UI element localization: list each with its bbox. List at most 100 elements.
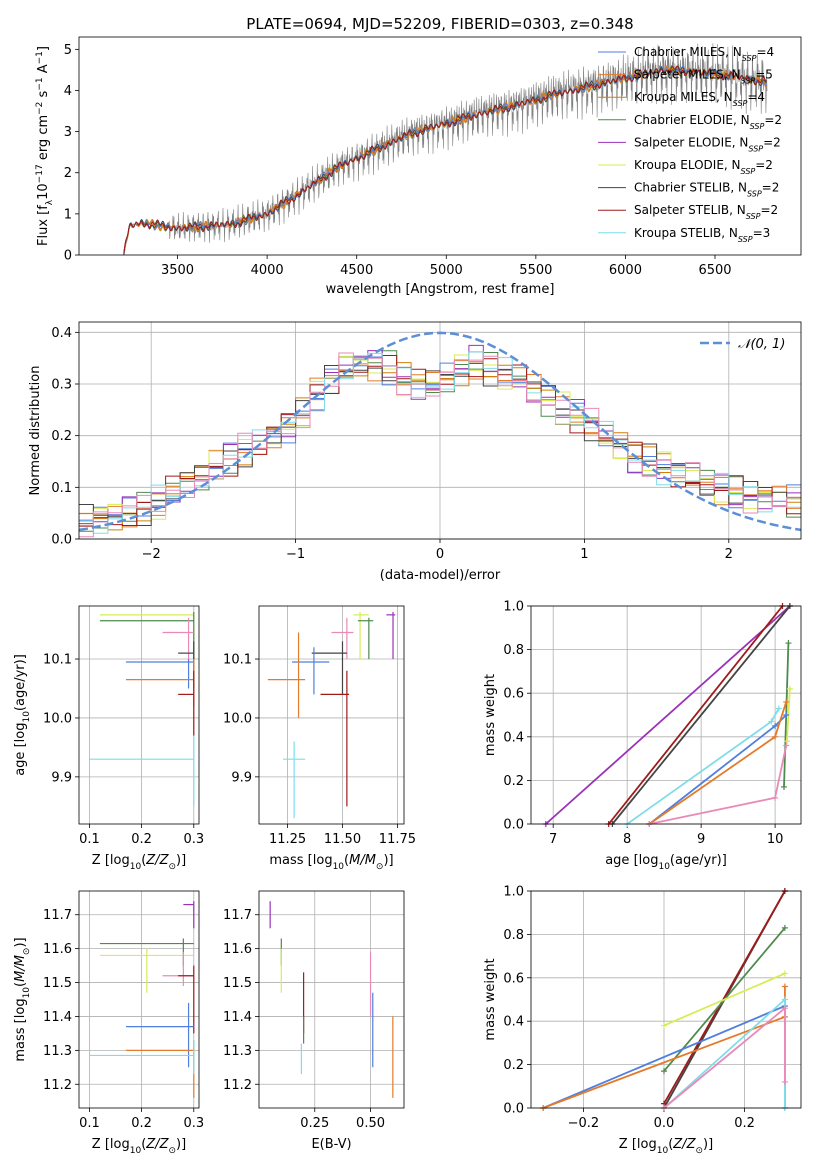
y-tick-label: 0.2 — [51, 429, 72, 444]
y-tick-label: 0.0 — [503, 1102, 524, 1117]
x-tick-label: 2 — [725, 547, 733, 562]
legend-entry: Salpeter ELODIE, NSSP=2 — [634, 135, 781, 153]
y-tick-label: 1.0 — [503, 600, 524, 615]
series-line-kroupa_stelib — [626, 708, 780, 825]
y-tick-label: 5 — [64, 43, 72, 58]
legend-name: Chabrier STELIB, N — [634, 181, 747, 195]
legend-n: =2 — [760, 203, 778, 217]
legend-entry: Chabrier STELIB, NSSP=2 — [634, 181, 779, 199]
legend-n: =3 — [753, 226, 771, 240]
errorbar-point — [162, 952, 194, 986]
y-tick-label: 9.9 — [231, 770, 252, 785]
errorbar-point — [320, 670, 350, 807]
errorbar-point — [89, 735, 195, 807]
legend-sub: SSP — [738, 234, 753, 243]
y-tick-label: 11.4 — [223, 1010, 252, 1025]
y-tick-label: 11.4 — [43, 1010, 72, 1025]
y-tick-label: 4 — [64, 84, 72, 99]
errorbar-point — [99, 611, 195, 660]
x-tick-label: 5500 — [519, 263, 552, 278]
legend-name: Salpeter STELIB, N — [634, 203, 746, 217]
legend-entry: Chabrier MILES, NSSP=4 — [634, 45, 774, 63]
x-tick-label: 0.0 — [654, 1116, 675, 1131]
y-tick-label: 0.1 — [51, 481, 72, 496]
legend-sub: SSP — [733, 99, 748, 108]
x-axis-label: Z [log10(Z/Z⊙)] — [92, 1137, 186, 1156]
x-tick-label: 11.50 — [324, 832, 361, 847]
residuals-frame — [78, 321, 802, 540]
y-tick-label: 0.6 — [503, 687, 524, 702]
y-tick-label: 10.1 — [223, 653, 252, 668]
mw_vs_Z-frame — [530, 890, 802, 1109]
legend-entry: Salpeter MILES, NSSP=5 — [634, 68, 773, 86]
series-marker — [781, 983, 788, 990]
y-tick-label: 0.0 — [51, 533, 72, 548]
series-line-chabrier_miles — [648, 714, 787, 825]
legend-sub: SSP — [741, 76, 756, 85]
y-tick-label: 0.8 — [503, 643, 524, 658]
residuals-axes: −2 −1 0 1 2 0.0 0.1 0.2 0.3 0.4 𝒩(0, 1) (data-model… — [28, 322, 802, 583]
legend-n: =5 — [755, 68, 773, 82]
y-axis-label: Flux [fλ10−17 erg cm−2 s−1 A−1] — [35, 46, 55, 246]
x-axis-label: wavelength [Angstrom, rest frame] — [326, 282, 555, 297]
errorbar-point — [162, 617, 194, 660]
errorbar-point — [125, 1002, 194, 1068]
legend-n: =2 — [763, 135, 781, 149]
series-marker — [780, 783, 787, 790]
series-marker — [660, 1068, 667, 1075]
x-tick-label: 0.3 — [183, 1116, 204, 1131]
legend-name: Chabrier ELODIE, N — [634, 113, 750, 127]
legend-n: =4 — [747, 90, 765, 104]
x-tick-label: 4000 — [251, 263, 284, 278]
series-line-pink — [663, 1006, 786, 1109]
errorbar-point — [125, 1040, 195, 1098]
y-tick-label: 11.2 — [43, 1078, 72, 1093]
y-tick-label: 11.6 — [43, 942, 72, 957]
y-tick-label: 0.2 — [503, 1058, 524, 1073]
series-line-pink — [649, 745, 788, 825]
errorbar-point — [183, 901, 195, 929]
errorbar-point — [125, 659, 195, 707]
y-tick-label: 10.0 — [43, 711, 72, 726]
y-tick-label: 0.6 — [503, 971, 524, 986]
y-tick-label: 11.7 — [223, 908, 252, 923]
series-marker — [783, 698, 790, 705]
mass_vs_Z-frame — [78, 890, 200, 1109]
y-tick-label: 0.4 — [503, 730, 524, 745]
errorbar-point — [178, 641, 195, 689]
x-tick-label: 11.25 — [269, 832, 306, 847]
age_vs_Z-axes: 0.1 0.2 0.3 9.9 10.0 10.1 Z [log10(Z/Z⊙)] age [… — [13, 606, 204, 872]
x-tick-label: 4500 — [340, 263, 373, 278]
y-tick-label: 3 — [64, 125, 72, 140]
y-tick-label: 11.3 — [43, 1044, 72, 1059]
y-axis-label: Normed distribution — [28, 366, 43, 496]
x-tick-label: 0.1 — [79, 1116, 100, 1131]
x-axis-label: mass [log10(M/M⊙)] — [269, 853, 393, 872]
series-line-salpeter_stelib — [663, 890, 786, 1105]
x-tick-label: 3500 — [161, 263, 194, 278]
series-line-chabrier_stelib — [611, 605, 791, 825]
series-marker — [783, 738, 790, 745]
legend-n: =2 — [755, 158, 773, 172]
legend-name: Chabrier MILES, N — [634, 45, 742, 59]
legend-name: Kroupa ELODIE, N — [634, 158, 741, 172]
errorbar-point — [331, 617, 354, 660]
series-marker — [783, 742, 790, 749]
x-axis-label: age [log10(age/yr)] — [605, 853, 727, 872]
legend-entry: 𝒩(0, 1) — [738, 337, 785, 352]
series-marker — [772, 733, 779, 740]
legend-entry: Kroupa STELIB, NSSP=3 — [634, 226, 770, 244]
legend-entry: Salpeter STELIB, NSSP=2 — [634, 203, 778, 221]
legend-sub: SSP — [748, 144, 763, 153]
x-axis-label: Z [log10(Z/Z⊙)] — [619, 1137, 713, 1156]
series-marker — [772, 722, 779, 729]
age_vs_Z-frame — [78, 605, 200, 825]
errorbar-point — [99, 611, 195, 665]
series-line-salpeter_elodie — [545, 605, 791, 825]
y-tick-label: 11.7 — [43, 908, 72, 923]
y-tick-label: 0 — [64, 249, 72, 264]
model-spectrum-chabrier_stelib — [123, 65, 767, 255]
series-marker — [786, 685, 793, 692]
y-tick-label: 0.4 — [503, 1015, 524, 1030]
y-tick-label: 11.3 — [223, 1044, 252, 1059]
